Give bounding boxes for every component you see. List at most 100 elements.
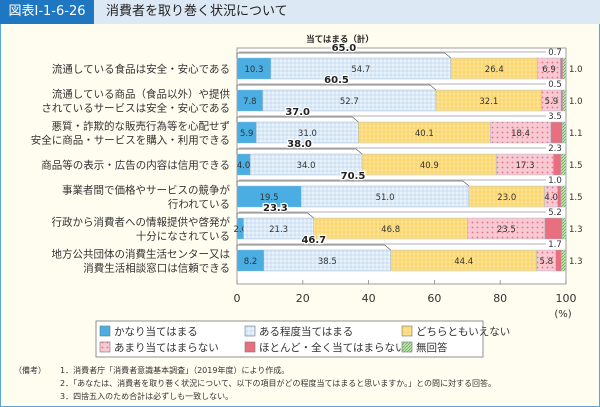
subtotal-label: 38.0 (287, 139, 312, 150)
bar-segment (561, 249, 566, 272)
x-tick-label: 40 (362, 292, 376, 305)
legend-label: あまり当てはまらない (114, 341, 219, 354)
note-1: 1．消費者庁「消費者意識基本調査」（2019年度）により作成。 (60, 366, 290, 375)
data-label: 52.7 (340, 97, 359, 107)
subtotal-bracket (236, 84, 437, 91)
data-label: 26.4 (485, 65, 504, 75)
bar-segment (562, 121, 567, 144)
data-label: 1.5 (569, 161, 583, 171)
data-label: 18.4 (511, 129, 530, 139)
data-label: 6.9 (542, 65, 556, 75)
category-label: 安全に商品・サービスを購入・利用できる (31, 134, 230, 147)
bar-segment (561, 217, 567, 240)
legend-label: ほとんど・全く当てはまらない (259, 341, 405, 354)
subtotal-bracket (236, 116, 359, 123)
category-label: 十分になされている (136, 230, 230, 243)
bar-segment (560, 89, 563, 112)
data-label: 1.1 (569, 129, 583, 139)
bar-segment (557, 185, 562, 208)
category-label: 事業者間で価格やサービスの競争が (62, 184, 230, 197)
data-label: 23.0 (497, 193, 516, 203)
data-label: 17.3 (516, 161, 535, 171)
legend-swatch (244, 341, 256, 353)
x-tick-label: 80 (493, 292, 507, 305)
data-label: 21.3 (269, 225, 288, 235)
category-label: 流通している商品（食品以外）や提供 (52, 88, 231, 101)
data-label: 10.3 (244, 65, 263, 75)
data-label: 1.7 (548, 240, 562, 250)
category-label: 悪質・詐欺的な販売行為等を心配せず (52, 120, 231, 133)
bar-segment (562, 57, 567, 80)
bar-segment (560, 153, 567, 176)
x-tick-label: 100 (556, 292, 577, 305)
subtotal-bracket (236, 148, 363, 155)
data-label: 32.1 (479, 97, 498, 107)
bar-segment (544, 217, 563, 240)
legend-label: どちらともいえない (416, 326, 510, 338)
data-label: 1.0 (569, 97, 583, 107)
title-bar: 図表Ⅰ-1-6-26 消費者を取り巻く状況について (0, 0, 600, 24)
data-label: 54.7 (351, 65, 370, 75)
figure-title: 消費者を取り巻く状況について (106, 4, 288, 19)
data-label: 38.5 (318, 257, 337, 267)
data-label: 2.3 (548, 144, 562, 154)
subtotal-label: 65.0 (332, 43, 357, 54)
data-label: 0.7 (548, 48, 562, 58)
category-label: 消費生活相談窓口は信頼できる (83, 262, 230, 275)
data-label: 1.0 (569, 65, 583, 75)
legend-swatch (99, 325, 111, 337)
category-label: 行われている (168, 198, 230, 211)
x-tick-label: 20 (296, 292, 310, 305)
data-label: 44.4 (454, 257, 473, 267)
x-unit-label: (%) (554, 309, 571, 320)
data-label: 5.2 (548, 208, 562, 218)
notes: （備考） 1．消費者庁「消費者意識基本調査」（2019年度）により作成。 2．「… (14, 364, 496, 401)
subtotal-bracket (236, 180, 470, 187)
data-label: 0.5 (548, 80, 562, 90)
x-tick-label: 0 (234, 292, 241, 305)
data-label: 34.0 (297, 161, 316, 171)
data-label: 23.5 (497, 225, 516, 235)
data-label: 19.5 (260, 193, 279, 203)
category-label: されているサービスは安全・安心である (41, 102, 230, 115)
legend-swatch (99, 341, 111, 353)
data-label: 3.5 (548, 112, 562, 122)
subtotal-label: 46.7 (301, 235, 326, 246)
data-label: 51.0 (376, 193, 395, 203)
figure-id: 図表Ⅰ-1-6-26 (0, 0, 94, 24)
data-label: 1.0 (548, 176, 562, 186)
data-label: 31.0 (298, 129, 317, 139)
data-label: 40.9 (420, 161, 439, 171)
bar-segment (550, 121, 563, 144)
bar-segment (555, 249, 562, 272)
bar-segment (560, 185, 567, 208)
subtotal-label: 60.5 (324, 75, 349, 86)
category-label: 行政から消費者への情報提供や啓発が (52, 216, 231, 229)
bar-segment (560, 57, 563, 80)
subtotal-bracket (236, 212, 314, 219)
subtotal-heading: 当てはまる（計） (306, 34, 374, 45)
data-label: 4.0 (544, 193, 558, 203)
data-label: 5.9 (240, 129, 254, 139)
x-tick-label: 60 (427, 292, 441, 305)
notes-label: （備考） (14, 366, 46, 375)
data-label: 5.8 (539, 257, 553, 267)
bar-segment (562, 89, 567, 112)
legend-swatch (401, 325, 413, 337)
data-label: 1.3 (569, 225, 583, 235)
subtotal-bracket (236, 52, 452, 59)
data-label: 7.8 (243, 97, 257, 107)
legend-box (95, 320, 484, 358)
data-label: 1.3 (569, 257, 583, 267)
subtotal-label: 23.3 (263, 203, 288, 214)
data-label: 40.1 (415, 129, 434, 139)
data-label: 2.0 (234, 225, 248, 235)
data-label: 8.2 (244, 257, 258, 267)
legend-swatch (244, 325, 256, 337)
data-label: 46.8 (381, 225, 400, 235)
data-label: 5.9 (545, 97, 559, 107)
data-label: 1.5 (569, 193, 583, 203)
category-label: 商品等の表示・広告の内容は信用できる (41, 159, 230, 172)
category-label: 地方公共団体の消費生活センター又は (52, 248, 231, 261)
